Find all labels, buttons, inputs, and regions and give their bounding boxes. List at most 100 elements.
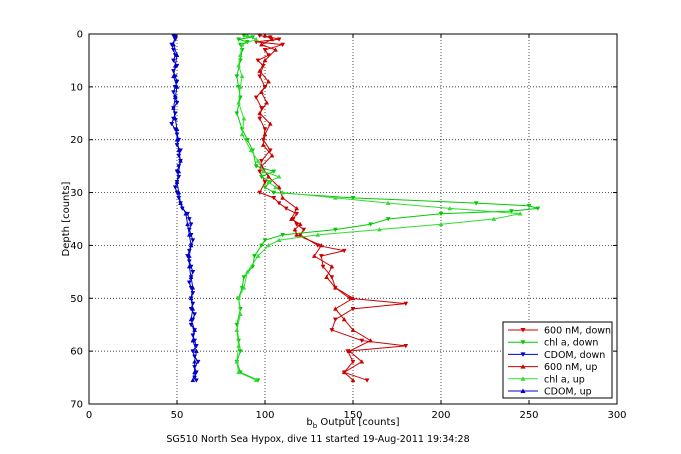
data-point: [186, 264, 192, 269]
legend-swatch-marker: [520, 352, 526, 357]
legend-swatch-marker: [520, 376, 526, 381]
data-point: [301, 227, 307, 233]
y-axis-label: Depth [counts]: [61, 181, 72, 256]
y-axis-ticks: 0 10 20 30 40 50 60 70: [70, 30, 617, 411]
data-point: [237, 52, 243, 57]
data-point: [253, 164, 259, 169]
data-point: [280, 195, 286, 200]
data-point: [239, 73, 245, 79]
data-point: [190, 349, 196, 354]
x-axis-label-sub: b: [313, 422, 318, 430]
data-point: [236, 100, 242, 105]
data-point: [332, 227, 338, 233]
data-point: [185, 221, 190, 227]
data-point: [262, 185, 268, 190]
data-point: [236, 295, 242, 301]
x-axis-label-rest: Output [counts]: [317, 417, 399, 428]
data-point: [262, 238, 268, 243]
data-point: [178, 158, 183, 163]
data-point: [280, 190, 286, 195]
x-tick-label: 100: [255, 410, 274, 421]
data-point: [271, 190, 277, 196]
data-point: [262, 131, 268, 137]
data-point: [347, 348, 352, 353]
data-point: [329, 264, 335, 269]
legend-swatch-marker: [520, 388, 526, 393]
data-point: [244, 33, 250, 38]
data-point: [262, 48, 268, 53]
data-point: [257, 116, 263, 122]
data-point: [403, 344, 409, 349]
data-point: [192, 327, 198, 332]
data-point: [359, 359, 365, 364]
data-point: [259, 159, 264, 164]
data-point: [294, 211, 300, 217]
data-point: [359, 338, 365, 344]
data-point: [276, 201, 282, 206]
x-tick-label: 150: [343, 410, 362, 421]
axes-frame: [88, 33, 618, 405]
data-point: [172, 94, 178, 100]
x-tick-label: 300: [607, 410, 626, 421]
data-point: [190, 306, 196, 311]
data-point: [276, 237, 282, 242]
data-point: [239, 131, 245, 137]
data-point: [280, 233, 286, 238]
data-point: [324, 274, 330, 279]
legend-label: 600 nM, up: [544, 362, 597, 373]
y-tick-label: 10: [70, 82, 83, 93]
x-tick-label: 250: [519, 410, 538, 421]
data-point: [174, 137, 180, 142]
data-point: [236, 37, 242, 42]
data-point: [262, 33, 268, 38]
data-point: [447, 205, 453, 211]
x-tick-label: 200: [431, 410, 450, 421]
data-point: [192, 359, 198, 364]
data-point: [438, 211, 444, 217]
data-point: [255, 158, 261, 163]
data-point: [262, 180, 268, 185]
data-point: [176, 147, 182, 153]
data-point: [237, 84, 243, 89]
y-tick-label: 40: [70, 241, 83, 252]
data-point: [169, 122, 175, 127]
data-point: [192, 369, 198, 375]
data-point: [234, 359, 240, 364]
data-point: [172, 116, 178, 121]
data-point: [236, 343, 242, 348]
data-point: [193, 378, 199, 383]
data-point: [174, 79, 180, 85]
data-point: [262, 127, 268, 132]
data-point: [171, 58, 176, 63]
legend-swatch-marker: [520, 328, 526, 333]
data-point: [257, 68, 263, 73]
figure-caption: SG510 North Sea Hypox, dive 11 started 1…: [166, 434, 469, 445]
data-point: [192, 312, 198, 317]
data-point: [341, 369, 347, 375]
data-point: [332, 285, 338, 290]
x-tick-label: 0: [86, 410, 92, 421]
data-point: [188, 222, 194, 227]
data-point: [257, 169, 263, 174]
data-point: [292, 227, 298, 232]
data-point: [294, 205, 300, 211]
data-point: [350, 196, 356, 201]
data-point: [236, 63, 242, 68]
data-point: [264, 100, 270, 105]
legend-label: chl a, up: [544, 374, 585, 385]
data-point: [266, 79, 271, 84]
data-point: [403, 301, 409, 307]
data-point: [273, 184, 278, 190]
data-point: [171, 73, 176, 79]
data-point: [239, 42, 245, 47]
data-point: [262, 57, 268, 63]
data-point: [350, 359, 356, 365]
data-point: [253, 95, 259, 100]
data-point: [368, 338, 374, 343]
data-point: [257, 190, 263, 196]
data-point: [190, 270, 196, 275]
data-point: [385, 217, 391, 222]
data-point: [260, 168, 266, 174]
data-point: [266, 179, 271, 184]
